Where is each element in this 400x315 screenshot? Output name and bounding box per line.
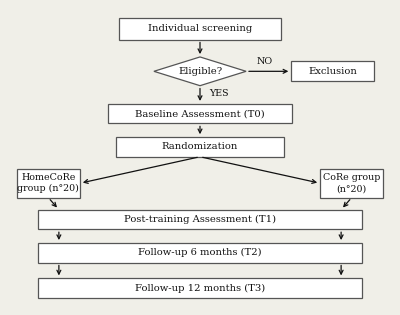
Text: Post-training Assessment (T1): Post-training Assessment (T1)	[124, 215, 276, 224]
Text: Eligible?: Eligible?	[178, 67, 222, 76]
Text: Individual screening: Individual screening	[148, 25, 252, 33]
Text: Baseline Assessment (T0): Baseline Assessment (T0)	[135, 109, 265, 118]
Text: Randomization: Randomization	[162, 142, 238, 152]
Polygon shape	[154, 57, 246, 86]
Text: Follow-up 6 months (T2): Follow-up 6 months (T2)	[138, 248, 262, 257]
Text: HomeCoRe
group (n°20): HomeCoRe group (n°20)	[17, 173, 79, 193]
FancyBboxPatch shape	[116, 137, 284, 157]
FancyBboxPatch shape	[320, 169, 383, 198]
Text: Exclusion: Exclusion	[308, 67, 357, 76]
Text: Follow-up 12 months (T3): Follow-up 12 months (T3)	[135, 284, 265, 293]
FancyBboxPatch shape	[17, 169, 80, 198]
Text: CoRe group
(n°20): CoRe group (n°20)	[323, 173, 380, 193]
FancyBboxPatch shape	[38, 210, 362, 229]
Text: YES: YES	[210, 89, 229, 98]
FancyBboxPatch shape	[291, 61, 374, 81]
FancyBboxPatch shape	[108, 104, 292, 123]
Text: NO: NO	[257, 57, 273, 66]
FancyBboxPatch shape	[38, 243, 362, 263]
FancyBboxPatch shape	[38, 278, 362, 298]
FancyBboxPatch shape	[119, 18, 281, 40]
